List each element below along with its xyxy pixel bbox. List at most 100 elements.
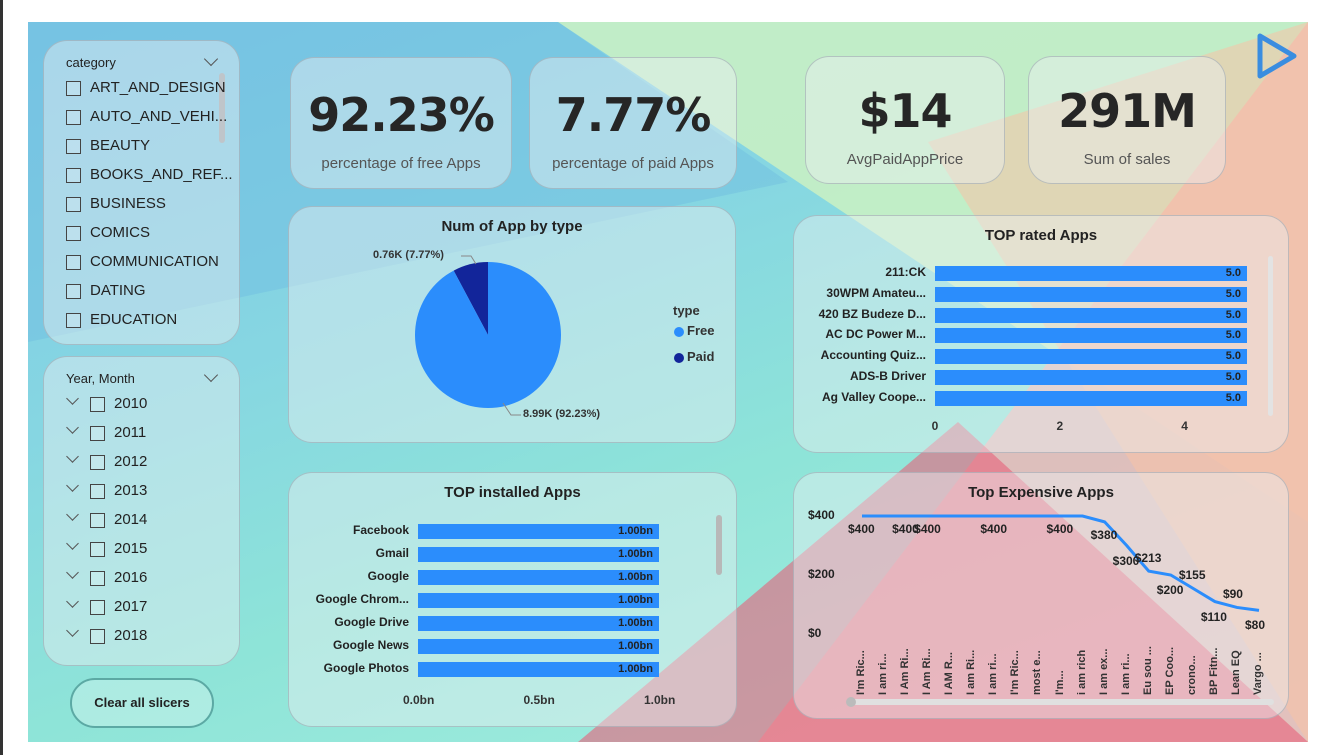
expand-chevron-icon[interactable]: [66, 392, 79, 405]
category-checkbox[interactable]: [66, 284, 81, 299]
expand-chevron-icon[interactable]: [66, 479, 79, 492]
year-item-label[interactable]: 2011: [114, 424, 147, 441]
year-item-label[interactable]: 2010: [114, 395, 148, 412]
pie-chart-card[interactable]: Num of App by type type Free Paid 0.76K …: [288, 206, 736, 443]
pie-slice-paid[interactable]: [453, 262, 488, 335]
category-checkbox[interactable]: [66, 313, 81, 328]
kpi-avg-price-card[interactable]: $14 AvgPaidAppPrice: [805, 56, 1005, 184]
bar[interactable]: [935, 307, 1247, 323]
expand-chevron-icon[interactable]: [66, 624, 79, 637]
bar[interactable]: [935, 390, 1247, 406]
year-checkbox[interactable]: [90, 600, 105, 615]
bar-category-label: Facebook: [352, 523, 409, 537]
top-rated-scrollbar[interactable]: [1268, 256, 1273, 416]
bar[interactable]: [418, 570, 659, 585]
expand-chevron-icon[interactable]: [66, 537, 79, 550]
category-checkbox[interactable]: [66, 255, 81, 270]
category-scrollbar[interactable]: [219, 73, 225, 143]
bar[interactable]: [418, 639, 659, 654]
bar[interactable]: [935, 370, 1247, 385]
expand-chevron-icon[interactable]: [66, 450, 79, 463]
category-item-label[interactable]: BUSINESS: [90, 195, 166, 212]
bar[interactable]: [418, 662, 659, 677]
year-slicer-title: Year, Month: [66, 371, 135, 386]
category-item-label[interactable]: EDUCATION: [90, 311, 178, 328]
chevron-down-icon[interactable]: [203, 367, 219, 383]
clear-slicers-button[interactable]: Clear all slicers: [70, 678, 214, 728]
bar-category-label: Gmail: [375, 546, 409, 560]
top-rated-title: TOP rated Apps: [984, 227, 1098, 244]
category-checkbox[interactable]: [66, 139, 81, 154]
point-value-label: $80: [1245, 618, 1266, 633]
bar[interactable]: [935, 266, 1247, 281]
year-item-label[interactable]: 2015: [114, 540, 148, 557]
play-logo-icon: [1257, 33, 1297, 79]
category-item-label[interactable]: COMICS: [90, 224, 150, 241]
bar-value-label: 5.0: [1225, 308, 1241, 321]
point-value-label: $400: [848, 522, 875, 536]
x-category-label: Lean EQ: [1229, 650, 1242, 695]
year-item-label[interactable]: 2012: [114, 453, 148, 470]
category-item-label[interactable]: ART_AND_DESIGN: [90, 79, 226, 96]
x-category-label: Eu sou ...: [1141, 646, 1154, 695]
category-slicer[interactable]: category ART_AND_DESIGN AUTO_AND_VEHI... B…: [43, 40, 240, 345]
x-category-label: most e...: [1031, 650, 1044, 695]
expand-chevron-icon[interactable]: [66, 595, 79, 608]
top-installed-title: TOP installed Apps: [444, 484, 581, 501]
category-item-label[interactable]: AUTO_AND_VEHI...: [90, 108, 228, 125]
year-checkbox[interactable]: [90, 571, 105, 586]
category-item-label[interactable]: DATING: [90, 282, 146, 299]
expand-chevron-icon[interactable]: [66, 566, 79, 579]
top-expensive-h-scrollbar[interactable]: [849, 699, 1274, 705]
bar[interactable]: [418, 593, 659, 608]
top-expensive-chart[interactable]: [794, 473, 1290, 720]
expand-chevron-icon[interactable]: [66, 508, 79, 521]
year-slicer[interactable]: Year, Month 2010 2011 2012 2013 2014 2015 2016…: [43, 356, 240, 666]
top-expensive-card[interactable]: Top Expensive Apps $400 $200 $0 $400 $400 $40…: [793, 472, 1289, 719]
scroll-handle[interactable]: [846, 697, 856, 707]
pie-legend-paid[interactable]: Paid: [687, 349, 715, 364]
bar[interactable]: [418, 524, 659, 539]
kpi-free-card[interactable]: 92.23% percentage of free Apps: [290, 57, 512, 189]
top-installed-scrollbar[interactable]: [716, 515, 722, 575]
category-checkbox[interactable]: [66, 110, 81, 125]
year-item-label[interactable]: 2018: [114, 627, 148, 644]
bar[interactable]: [935, 349, 1247, 365]
bar-value-label: 1.00bn: [618, 594, 653, 606]
category-checkbox[interactable]: [66, 226, 81, 241]
year-checkbox[interactable]: [90, 426, 105, 441]
top-rated-card[interactable]: TOP rated Apps 211:CK 5.0 30WPM Amateu... 5…: [793, 215, 1289, 453]
bar[interactable]: [418, 616, 659, 631]
year-checkbox[interactable]: [90, 542, 105, 557]
pie-chart[interactable]: [289, 207, 737, 444]
year-checkbox[interactable]: [90, 513, 105, 528]
category-item-label[interactable]: BOOKS_AND_REF...: [90, 166, 233, 183]
year-item-label[interactable]: 2014: [114, 511, 148, 528]
bar[interactable]: [418, 547, 659, 562]
bar-value-label: 5.0: [1225, 391, 1241, 404]
pie-slice-free[interactable]: [415, 262, 561, 408]
year-checkbox[interactable]: [90, 455, 105, 470]
year-checkbox[interactable]: [90, 397, 105, 412]
bar[interactable]: [935, 286, 1247, 302]
year-checkbox[interactable]: [90, 629, 105, 644]
year-item-label[interactable]: 2013: [114, 482, 148, 499]
pie-legend-free[interactable]: Free: [687, 323, 715, 338]
category-item-label[interactable]: COMMUNICATION: [90, 253, 219, 270]
year-item-label[interactable]: 2016: [114, 569, 148, 586]
category-item-label[interactable]: BEAUTY: [90, 137, 151, 154]
category-checkbox[interactable]: [66, 81, 81, 96]
kpi-paid-card[interactable]: 7.77% percentage of paid Apps: [529, 57, 737, 189]
year-item-label[interactable]: 2017: [114, 598, 148, 615]
bar-value-label: 1.00bn: [618, 640, 653, 652]
kpi-sales-card[interactable]: 291M Sum of sales: [1028, 56, 1226, 184]
year-checkbox[interactable]: [90, 484, 105, 499]
price-line[interactable]: [862, 514, 1260, 612]
top-installed-card[interactable]: TOP installed Apps Facebook 1.00bn Gmail 1.…: [288, 472, 737, 727]
bar[interactable]: [935, 328, 1247, 344]
category-checkbox[interactable]: [66, 197, 81, 212]
category-checkbox[interactable]: [66, 168, 81, 183]
expand-chevron-icon[interactable]: [66, 421, 79, 434]
chevron-down-icon[interactable]: [203, 51, 219, 67]
